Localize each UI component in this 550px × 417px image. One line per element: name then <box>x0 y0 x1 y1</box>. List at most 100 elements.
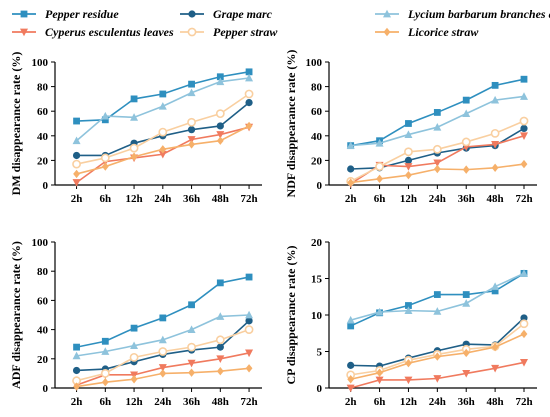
x-tick-label: 72h <box>241 193 258 205</box>
x-tick-label: 36h <box>458 193 475 205</box>
x-tick-label: 48h <box>487 193 504 205</box>
legend-marker <box>188 10 195 17</box>
data-point <box>188 119 195 126</box>
ndf-chart: 0 20 40 60 80 100 2h 6h 12h 24h 36h 48h 72h NDF disap… <box>284 50 537 205</box>
x-tick-label: 2h <box>71 396 83 408</box>
y-tick-label: 80 <box>37 82 49 94</box>
y-tick-label: 60 <box>37 106 49 118</box>
x-tick-label: 72h <box>515 396 532 408</box>
data-point <box>492 82 499 89</box>
legend-item-licorice: Licorice straw <box>375 25 479 39</box>
y-tick-label: 60 <box>37 295 49 307</box>
y-tick-label: 20 <box>311 155 323 167</box>
series-pepper-residue <box>347 270 527 329</box>
data-point <box>73 170 80 178</box>
data-point <box>159 129 166 136</box>
data-point <box>130 145 137 152</box>
y-tick-label: 100 <box>32 57 49 69</box>
data-point <box>433 123 441 131</box>
y-tick-label: 40 <box>37 131 49 143</box>
data-point <box>217 137 224 145</box>
data-point <box>188 126 195 133</box>
legend-label: Pepper residue <box>45 7 119 21</box>
data-point <box>246 122 253 130</box>
x-tick-label: 6h <box>100 193 112 205</box>
y-axis-title: DM disappearance rate (%) <box>9 52 23 196</box>
x-tick-label: 6h <box>100 396 112 408</box>
data-point <box>188 325 196 333</box>
dm-chart: 0204060801002h 6h 12h 24h 36h 48h 72hDM disapp… <box>9 52 262 205</box>
data-point <box>217 279 224 286</box>
data-point <box>73 179 81 187</box>
legend-item-lycium: Lycium barbarum branches and leaves <box>375 7 550 21</box>
series-cyperus-esculentus-leaves <box>347 359 528 392</box>
data-point <box>462 109 470 117</box>
data-point <box>217 122 224 129</box>
y-tick-label: 0 <box>317 383 323 395</box>
data-point <box>434 165 441 173</box>
x-tick-label: 48h <box>212 396 229 408</box>
data-point <box>188 368 195 376</box>
data-point <box>159 91 166 98</box>
data-point <box>159 102 167 110</box>
legend-item-pepper_residue: Pepper residue <box>12 7 119 21</box>
data-point <box>405 157 412 164</box>
data-point <box>217 344 224 351</box>
data-point <box>246 364 253 372</box>
legend-label: Pepper straw <box>213 25 278 39</box>
y-tick-label: 15 <box>311 274 323 286</box>
legend-label: Grape marc <box>213 7 273 21</box>
data-point <box>245 326 252 333</box>
y-tick-label: 0 <box>317 180 323 192</box>
data-point <box>376 163 383 170</box>
data-point <box>521 76 528 83</box>
x-tick-label: 2h <box>345 193 357 205</box>
data-point <box>463 138 470 145</box>
data-point <box>405 120 412 127</box>
x-tick-label: 12h <box>400 193 417 205</box>
data-point <box>73 367 80 374</box>
y-tick-label: 10 <box>311 310 323 322</box>
data-point <box>246 274 253 281</box>
data-point <box>159 369 166 377</box>
x-tick-label: 24h <box>154 193 171 205</box>
data-point <box>188 301 195 308</box>
legend-marker <box>188 28 195 35</box>
x-tick-label: 6h <box>374 193 386 205</box>
data-point <box>131 96 138 103</box>
x-tick-label: 6h <box>374 396 386 408</box>
series-line <box>351 273 524 326</box>
x-tick-label: 48h <box>487 396 504 408</box>
data-point <box>347 323 354 330</box>
data-point <box>521 160 528 168</box>
y-axis-title: ADF disappearance rate (%) <box>9 241 23 389</box>
data-point <box>521 330 528 338</box>
series-lycium-barbarum-branches-and-leaves <box>347 92 528 149</box>
data-point <box>159 348 166 355</box>
data-point <box>102 338 109 345</box>
data-point <box>73 118 80 125</box>
legend-item-cyperus: Cyperus esculentus leaves <box>12 25 174 39</box>
x-tick-label: 12h <box>400 396 417 408</box>
data-point <box>463 97 470 104</box>
x-tick-label: 24h <box>154 396 171 408</box>
data-point <box>188 81 195 88</box>
data-point <box>376 175 383 183</box>
legend-label: Cyperus esculentus leaves <box>45 25 174 39</box>
data-point <box>347 165 354 172</box>
x-tick-label: 12h <box>126 396 143 408</box>
data-point <box>405 148 412 155</box>
data-point <box>520 320 527 327</box>
x-tick-label: 36h <box>183 396 200 408</box>
data-point <box>188 344 195 351</box>
data-point <box>130 354 137 361</box>
y-tick-label: 80 <box>37 266 49 278</box>
data-point <box>131 153 138 161</box>
data-point <box>463 165 470 173</box>
y-tick-label: 20 <box>37 354 49 366</box>
data-point <box>217 110 224 117</box>
data-point <box>462 299 470 307</box>
legend-label: Licorice straw <box>407 25 479 39</box>
adf-chart: 0 20 40 60 80 100 2h 6h 12h 24h 36h 48h 72h ADF disap… <box>9 237 262 408</box>
